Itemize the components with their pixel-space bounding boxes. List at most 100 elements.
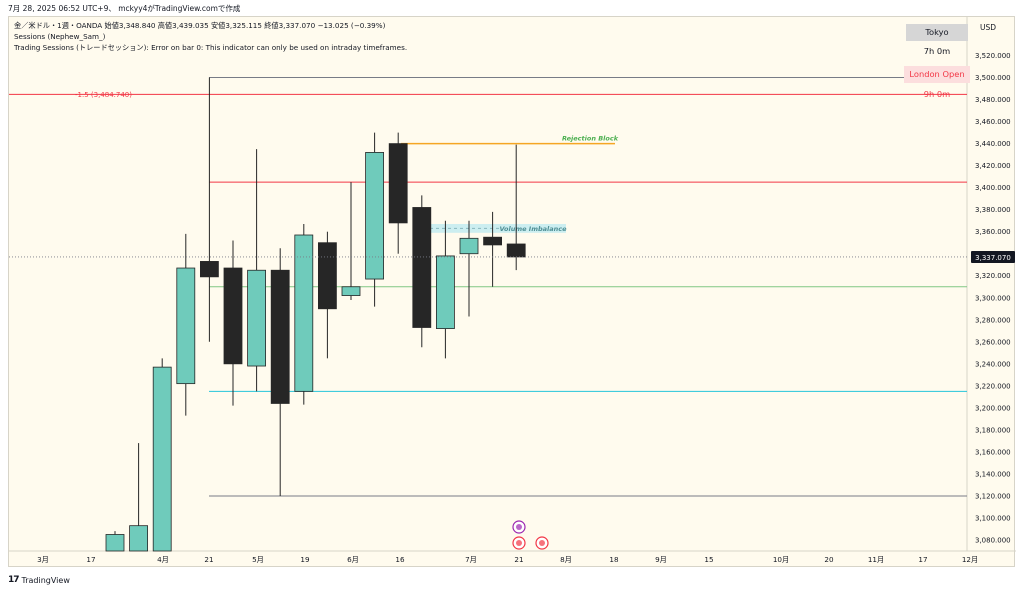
candle[interactable] <box>152 358 172 552</box>
candle[interactable] <box>365 132 385 307</box>
candle-body <box>129 525 148 552</box>
time-axis-tick-label: 10月 <box>773 555 789 564</box>
candle-body <box>412 207 432 328</box>
price-axis-tick-label: 3,520.000 <box>975 52 1011 60</box>
candle-body <box>317 242 337 310</box>
time-axis-tick-label: 17 <box>86 555 95 564</box>
candle[interactable] <box>199 77 219 342</box>
price-axis-tick-label: 3,220.000 <box>975 382 1011 390</box>
london-session-badge: London Open <box>904 66 970 83</box>
price-axis-currency: USD <box>980 23 996 32</box>
candle[interactable] <box>459 220 479 317</box>
price-axis-tick-label: 3,140.000 <box>975 470 1011 478</box>
time-axis-tick-label: 7月 <box>465 555 477 564</box>
time-axis-tick-label: 6月 <box>347 555 359 564</box>
price-axis-tick-label: 3,380.000 <box>975 206 1011 214</box>
candle[interactable] <box>176 233 196 416</box>
time-axis-tick-label: 15 <box>704 555 713 564</box>
tradingview-logo-icon: 17 <box>8 575 19 585</box>
chart-timestamp: 7月 28, 2025 06:52 UTC+9、 mckyy4がTradingV… <box>8 4 241 13</box>
price-axis-tick-label: 3,460.000 <box>975 118 1011 126</box>
chart-panel[interactable]: USD 3,080.000 3,100.000 3,120.000 3,140.000 3… <box>8 16 1016 568</box>
candle-body <box>388 143 408 224</box>
time-axis-tick-label: 3月 <box>37 555 49 564</box>
price-axis-tick-label: 3,100.000 <box>975 514 1011 522</box>
candle[interactable] <box>247 149 267 392</box>
volume-imbalance-label: Volume Imbalance <box>499 225 567 233</box>
candle-body <box>270 269 290 404</box>
candle[interactable] <box>270 248 290 496</box>
price-axis-tick-label: 3,480.000 <box>975 96 1011 104</box>
candle-body <box>294 234 314 392</box>
candle-body <box>199 261 219 278</box>
candle[interactable] <box>105 531 125 552</box>
time-axis-tick-label: 20 <box>824 555 834 564</box>
time-axis-tick-label: 4月 <box>157 555 169 564</box>
candle-body <box>105 534 125 552</box>
price-axis-tick-label: 3,320.000 <box>975 272 1011 280</box>
us-flag-event-icon-core <box>516 540 522 546</box>
candle-body <box>223 267 243 365</box>
candle[interactable] <box>412 195 432 348</box>
candle-body <box>152 366 172 552</box>
candle-body <box>341 286 361 296</box>
indicator-trading-sessions-legend[interactable]: Trading Sessions (トレードセッション): Error on b… <box>14 43 408 52</box>
candle-body <box>365 152 385 280</box>
time-axis-tick-label: 12月 <box>962 555 978 564</box>
candle[interactable] <box>294 223 314 405</box>
price-axis-tick-label: 3,300.000 <box>975 294 1011 302</box>
price-axis-tick-label: 3,080.000 <box>975 536 1011 544</box>
candle[interactable] <box>483 211 503 287</box>
price-axis-tick-label: 3,120.000 <box>975 492 1011 500</box>
candle-body <box>459 237 479 255</box>
rejection-block-label: Rejection Block <box>562 135 619 143</box>
time-axis-tick-label: 18 <box>609 555 619 564</box>
price-axis-tick-label: 3,180.000 <box>975 426 1011 434</box>
price-axis-tick-label: 3,420.000 <box>975 162 1011 170</box>
price-axis-tick-label: 3,200.000 <box>975 404 1011 412</box>
tradingview-footer[interactable]: 17 TradingView <box>8 575 70 585</box>
candle[interactable] <box>317 231 337 359</box>
time-axis-tick-label: 17 <box>918 555 927 564</box>
price-axis-tick-label: 3,160.000 <box>975 448 1011 456</box>
time-axis-tick-label: 5月 <box>252 555 264 564</box>
candle[interactable] <box>129 443 148 552</box>
time-axis-tick-label: 21 <box>204 555 213 564</box>
price-axis-tick-label: 3,400.000 <box>975 184 1011 192</box>
price-axis-tick-label: 3,500.000 <box>975 74 1011 82</box>
candle-body <box>247 269 267 367</box>
candle-body <box>435 255 455 329</box>
candle[interactable] <box>388 132 408 254</box>
price-axis-tick-label: 3,440.000 <box>975 140 1011 148</box>
price-axis-tick-label: 3,280.000 <box>975 316 1011 324</box>
candle-body <box>483 236 503 246</box>
current-price-tag <box>971 250 1015 263</box>
current-price-label: 3,337.070 <box>975 254 1011 262</box>
time-axis-tick-label: 8月 <box>560 555 572 564</box>
london-session-time: 9h 0m <box>923 89 951 99</box>
volume-imbalance-zone <box>424 223 566 233</box>
us-flag-event-icon-core <box>539 540 545 546</box>
tradingview-brand: TradingView <box>21 575 70 585</box>
time-axis-tick-label: 21 <box>514 555 523 564</box>
candle[interactable] <box>435 220 455 359</box>
time-axis-tick-label: 16 <box>395 555 405 564</box>
symbol-ohlc-legend: 金／米ドル・1週・OANDA 始値3,348.840 高値3,439.035 安… <box>14 21 386 30</box>
tokyo-session-badge: Tokyo <box>906 24 968 41</box>
candle-body <box>176 267 196 385</box>
earnings-event-icon-core <box>516 524 522 530</box>
time-axis-tick-label: 19 <box>300 555 310 564</box>
price-axis-tick-label: 3,240.000 <box>975 360 1011 368</box>
time-axis-tick-label: 9月 <box>655 555 667 564</box>
tokyo-session-time: 7h 0m <box>923 46 951 56</box>
indicator-sessions-legend[interactable]: Sessions (Nephew_Sam_) <box>14 32 106 41</box>
fib-level-label: -1.5 (3,484.740) <box>75 91 132 99</box>
candlestick-chart[interactable]: USD 3,080.000 3,100.000 3,120.000 3,140.000 3… <box>9 17 1016 568</box>
candle-body <box>506 243 526 258</box>
time-axis-tick-label: 11月 <box>868 555 884 564</box>
price-axis-tick-label: 3,260.000 <box>975 338 1011 346</box>
candle[interactable] <box>223 240 243 406</box>
candle[interactable] <box>341 182 361 300</box>
candle[interactable] <box>506 144 526 271</box>
price-axis-tick-label: 3,360.000 <box>975 228 1011 236</box>
